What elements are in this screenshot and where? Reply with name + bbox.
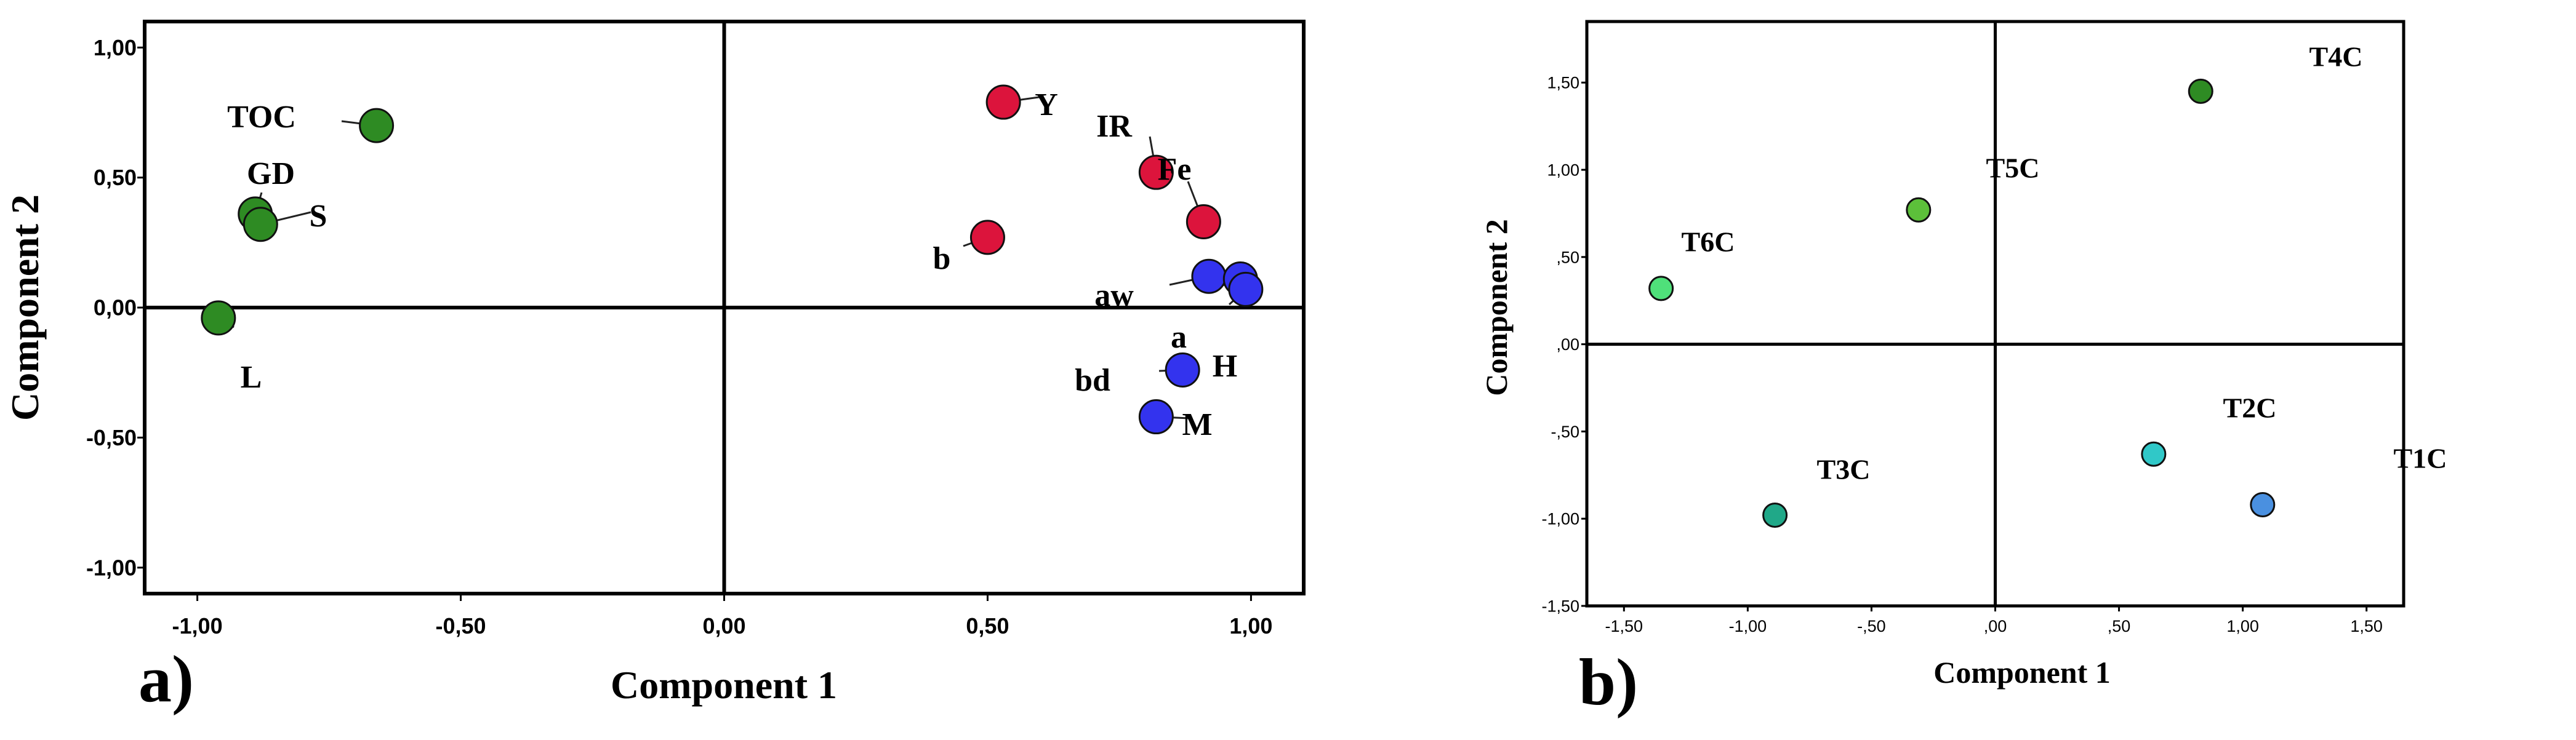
y-tick-label: -,50 [1551, 423, 1579, 441]
data-point-toc [359, 108, 395, 143]
y-tick-label: 1,50 [1547, 74, 1579, 92]
x-tick-label: -1,00 [1729, 617, 1767, 635]
data-point-t5c [1906, 197, 1932, 223]
data-point-ir [1138, 154, 1174, 190]
data-point-y [985, 84, 1021, 120]
point-label-t1c: T1C [2394, 443, 2447, 474]
x-tick-label: -1,00 [172, 613, 223, 639]
y-tick-label: -1,00 [86, 555, 137, 580]
x-tick-label: 1,50 [2350, 617, 2383, 635]
data-point-t4c [2188, 78, 2213, 104]
y-axis-label: Component 2 [3, 194, 47, 421]
data-point-b [969, 220, 1005, 255]
y-tick-label: ,50 [1556, 248, 1579, 266]
panel-label: b) [1579, 646, 1638, 719]
point-label-b: b [933, 241, 951, 276]
data-point-aw [1191, 258, 1227, 294]
point-label-t6c: T6C [1682, 226, 1735, 258]
y-tick-label: 0,00 [94, 295, 137, 320]
y-tick-label: -1,50 [1541, 597, 1579, 615]
data-point-bd [1165, 352, 1200, 388]
panel-a: -1,00 -0,50 0,00 0,50 1,00 -1,00 -0,50 0,00 0,50… [3, 20, 1306, 716]
x-tick-label: -,50 [1857, 617, 1886, 635]
x-tick-label: 0,00 [702, 613, 745, 639]
point-label-y: Y [1035, 87, 1058, 122]
data-point-fe [1186, 204, 1221, 239]
x-tick-label: ,00 [1984, 617, 2007, 635]
data-point-h [1228, 271, 1264, 307]
y-tick-label: 1,00 [94, 35, 137, 60]
point-label-h: H [1213, 349, 1237, 384]
point-label-a: a [1171, 320, 1187, 355]
x-tick-label: 1,00 [1229, 613, 1272, 639]
data-point-l [201, 300, 236, 336]
point-label-gd: GD [247, 156, 295, 191]
point-label-t3c: T3C [1817, 454, 1871, 485]
panel-label: a) [138, 643, 194, 716]
x-tick-label: -0,50 [436, 613, 486, 639]
y-tick-label: 0,50 [94, 165, 137, 190]
point-label-t4c: T4C [2309, 41, 2363, 73]
data-point-t6c [1648, 276, 1674, 301]
x-axis-label: Component 1 [1933, 655, 2111, 690]
x-tick-label: 1,00 [2226, 617, 2259, 635]
point-label-m: M [1182, 407, 1212, 442]
y-tick-label: -0,50 [86, 425, 137, 450]
y-axis-label: Component 2 [1479, 219, 1514, 396]
point-label-toc: TOC [227, 100, 296, 135]
point-label-bd: bd [1075, 363, 1110, 398]
data-point-t2c [2141, 441, 2167, 467]
x-tick-label: ,50 [2108, 617, 2131, 635]
x-axis-label: Component 1 [611, 663, 837, 707]
x-tick-label: 0,50 [966, 613, 1009, 639]
point-label-ir: IR [1096, 109, 1133, 144]
data-point-t1c [2250, 492, 2276, 518]
data-point-s [243, 207, 278, 242]
panel-b: -1,50 -1,00 -,50 ,00 ,50 1,00 1,50 -1,50 -1,00 -,… [1479, 20, 2447, 719]
point-label-t5c: T5C [1986, 153, 2040, 184]
point-label-t2c: T2C [2223, 392, 2277, 424]
y-tick-label: 1,00 [1547, 161, 1579, 179]
data-point-t3c [1762, 503, 1788, 528]
y-tick-label: -1,00 [1541, 510, 1579, 528]
x-tick-label: -1,50 [1605, 617, 1643, 635]
data-point-m [1138, 399, 1174, 435]
point-label-s: S [310, 199, 327, 234]
point-label-fe: Fe [1158, 152, 1192, 187]
point-label-aw: aw [1094, 278, 1134, 313]
point-label-l: L [241, 360, 262, 395]
y-tick-label: ,00 [1556, 335, 1579, 354]
